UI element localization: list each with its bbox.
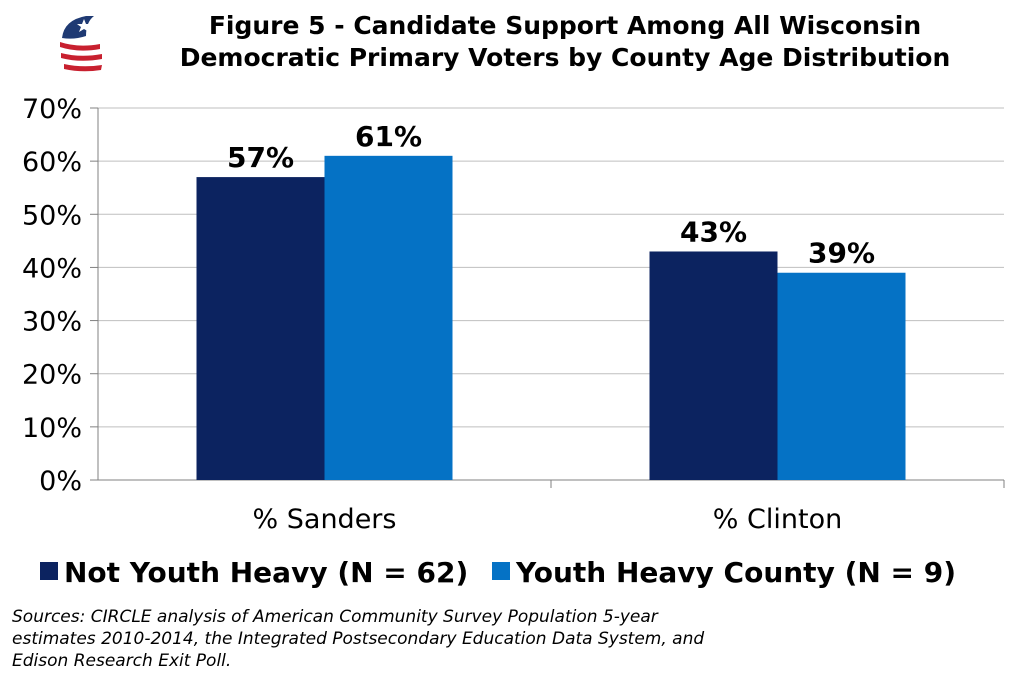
y-tick-label: 30% (22, 307, 82, 338)
y-tick-label: 40% (22, 253, 82, 284)
data-label: 43% (680, 215, 747, 248)
source-note-line-2: estimates 2010-2014, the Integrated Post… (12, 629, 705, 649)
legend-item-youth-heavy: Youth Heavy County (N = 9) (492, 555, 956, 591)
bar-1-1 (777, 272, 906, 480)
y-tick-label: 70% (22, 95, 82, 125)
source-note: Sources: CIRCLE analysis of American Com… (12, 606, 912, 672)
bar-1-0 (649, 251, 778, 480)
circle-logo-icon (60, 16, 102, 72)
y-tick-label: 20% (22, 360, 82, 391)
x-tick-label: % Clinton (713, 504, 842, 535)
x-tick-label: % Sanders (253, 504, 397, 535)
star-icon (77, 19, 91, 32)
chart-title-line-1: Figure 5 - Candidate Support Among All W… (208, 11, 922, 40)
bar-0-0 (196, 177, 325, 480)
legend-swatch-not-youth-heavy (40, 562, 58, 580)
y-tick-label: 60% (22, 147, 82, 178)
legend-swatch-youth-heavy (492, 562, 511, 580)
y-tick-label: 50% (22, 200, 82, 231)
bar-0-1 (324, 155, 453, 481)
data-label: 39% (808, 237, 875, 270)
data-label: 57% (227, 141, 294, 174)
y-tick-label: 10% (22, 413, 82, 444)
chart-title-line-2: Democratic Primary Voters by County Age … (179, 43, 951, 72)
data-label: 61% (355, 120, 422, 153)
legend-label-not-youth-heavy: Not Youth Heavy (N = 62) (64, 556, 469, 589)
y-tick-label: 0% (39, 466, 82, 497)
chart-title: Figure 5 - Candidate Support Among All W… (110, 10, 1020, 74)
legend-item-not-youth-heavy: Not Youth Heavy (N = 62) (40, 555, 468, 591)
legend-label-youth-heavy: Youth Heavy County (N = 9) (516, 556, 957, 589)
chart-legend: Not Youth Heavy (N = 62) Youth Heavy Cou… (40, 555, 970, 591)
source-note-line-3: Edison Research Exit Poll. (12, 651, 232, 671)
flag-stripes-icon (60, 42, 102, 72)
flag-field-icon (62, 16, 94, 39)
bar-chart: 0% 10% 20% 30% 40% 50% 60% 70% 57% 61% % Sanders 43… (22, 95, 1005, 535)
source-note-line-1: Sources: CIRCLE analysis of American Com… (12, 607, 658, 627)
